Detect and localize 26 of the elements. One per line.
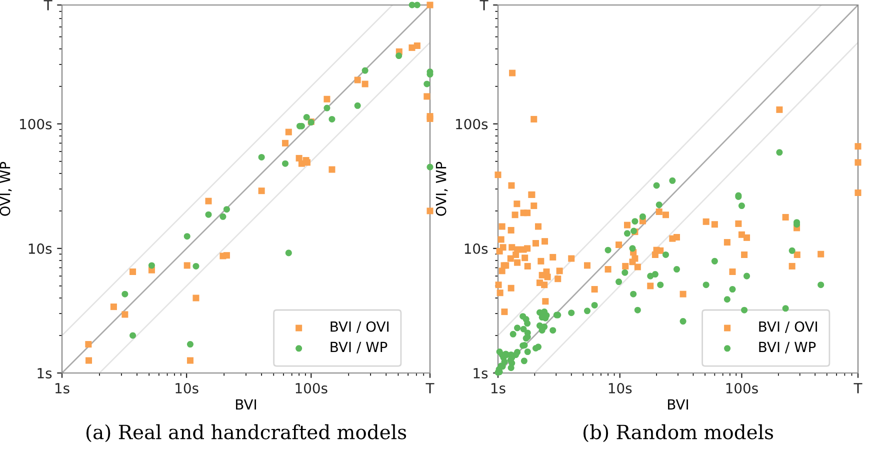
x-axis-title: BVI <box>668 399 688 410</box>
x-axis-title: BVI <box>236 399 256 410</box>
x-tick-label: T <box>426 383 434 394</box>
legend-label: BVI / WP <box>330 342 388 354</box>
x-tick-label: 1s <box>491 383 506 394</box>
x-tick-label: 100s <box>296 382 328 394</box>
legend-label: BVI / OVI <box>330 321 388 333</box>
y-tick-label: 10s <box>464 243 488 254</box>
y-axis-title: OVI, WP <box>0 162 12 216</box>
x-tick-label: 10s <box>176 382 198 394</box>
x-tick-label: 1s <box>55 383 70 394</box>
y-tick-label: 100s <box>20 118 52 130</box>
y-tick-label: T <box>44 0 52 10</box>
text: (b) Random models <box>584 424 774 442</box>
y-tick-label: 1s <box>38 368 52 378</box>
y-tick-label: T <box>480 0 488 10</box>
x-tick-label: T <box>854 383 862 394</box>
legend-label: BVI / OVI <box>759 321 817 333</box>
text: (a) Real and handcrafted models <box>86 424 406 442</box>
legend-label: BVI / WP <box>759 342 816 354</box>
y-axis-title: OVI, WP <box>436 162 448 216</box>
y-tick-label: 10s <box>28 243 52 254</box>
x-tick-label: 100s <box>726 382 758 394</box>
y-tick-label: 1s <box>474 368 488 378</box>
y-tick-label: 100s <box>456 118 488 130</box>
x-tick-label: 10s <box>608 382 632 394</box>
